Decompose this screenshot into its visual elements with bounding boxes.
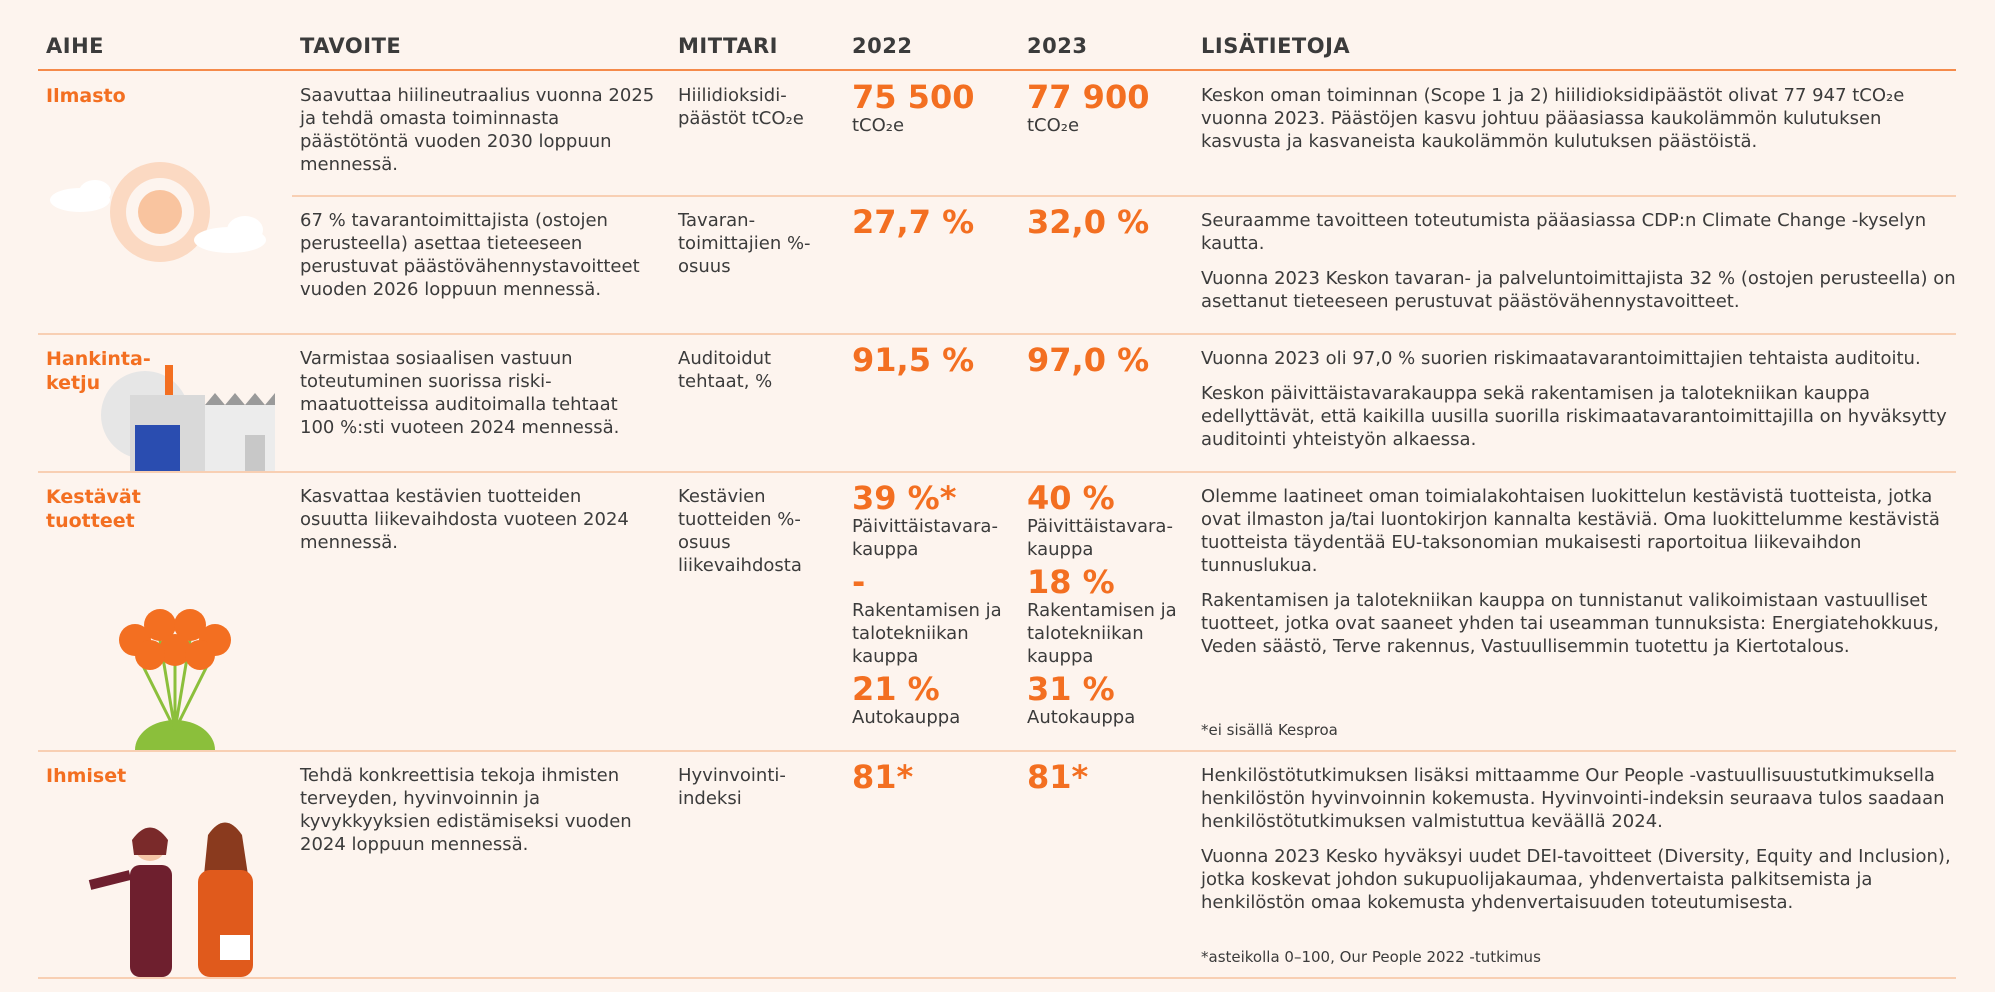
column-header: 2023 xyxy=(1027,34,1087,58)
footnote: *ei sisällä Kesproa xyxy=(1201,720,1956,750)
column-header: LISÄTIETOJA xyxy=(1201,34,1350,58)
goal: Varmistaa sosiaalisen vastuun toteutumin… xyxy=(300,347,655,439)
separator xyxy=(38,333,1956,335)
value: 97,0 % xyxy=(1027,343,1192,377)
year-cell: 40 %Päivittäistavara-kauppa 18 %Rakentami… xyxy=(1027,481,1192,733)
info-paragraph: Rakentamisen ja talotekniikan kauppa on … xyxy=(1201,589,1956,658)
year-cell: 97,0 % xyxy=(1027,343,1192,377)
value: 39 %* xyxy=(852,481,1017,515)
year-cell: 32,0 % xyxy=(1027,205,1192,239)
info-cell: Olemme laatineet oman toimialakohtaisen … xyxy=(1201,485,1956,750)
value-label: tCO₂e xyxy=(852,114,1017,137)
info-cell: Vuonna 2023 oli 97,0 % suorien riskimaat… xyxy=(1201,347,1956,471)
value: 77 900 xyxy=(1027,80,1192,114)
people-illustration xyxy=(80,815,280,977)
goal: Tehdä konkreettisia tekoja ihmisten terv… xyxy=(300,764,655,856)
value: 21 % xyxy=(852,672,1017,706)
metric: Auditoidut tehtaat, % xyxy=(678,347,828,393)
column-header: AIHE xyxy=(46,34,104,58)
value: 75 500 xyxy=(852,80,1017,114)
separator xyxy=(38,69,1956,71)
year-cell: 91,5 % xyxy=(852,343,1017,377)
year-cell: 27,7 % xyxy=(852,205,1017,239)
value-label: Rakentamisen ja talotekniikan kauppa xyxy=(852,599,1017,668)
goal: 67 % tavarantoimittajista (ostojen perus… xyxy=(300,209,655,301)
info-cell: Henkilöstötutkimuksen lisäksi mittaamme … xyxy=(1201,764,1956,977)
column-header: TAVOITE xyxy=(300,34,401,58)
metric: Kestävien tuotteiden %-osuus liikevaihdo… xyxy=(678,485,828,577)
value: 31 % xyxy=(1027,672,1192,706)
value: 81* xyxy=(852,760,1017,794)
value-label: Rakentamisen ja talotekniikan kauppa xyxy=(1027,599,1192,668)
value-label: tCO₂e xyxy=(1027,114,1192,137)
goal: Saavuttaa hiilineutraalius vuonna 2025 j… xyxy=(300,84,655,176)
info-paragraph: Keskon päivittäistavarakauppa sekä raken… xyxy=(1201,382,1956,451)
value: 27,7 % xyxy=(852,205,1017,239)
year-cell: 81* xyxy=(852,760,1017,794)
info-cell: Seuraamme tavoitteen toteutumista pääasi… xyxy=(1201,209,1956,333)
value-label: Päivittäistavara-kauppa xyxy=(1027,515,1192,561)
info-cell: Keskon oman toiminnan (Scope 1 ja 2) hii… xyxy=(1201,84,1956,195)
metric: Hyvinvointi-indeksi xyxy=(678,764,828,810)
topic: Kestävät tuotteet xyxy=(46,485,146,533)
value: 81* xyxy=(1027,760,1192,794)
value-label: Autokauppa xyxy=(852,706,1017,729)
topic: Ilmasto xyxy=(46,84,146,108)
value: 18 % xyxy=(1027,565,1192,599)
column-header: MITTARI xyxy=(678,34,778,58)
metric: Hiilidioksidi-päästöt tCO₂e xyxy=(678,84,828,130)
value: - xyxy=(852,565,1017,599)
info-paragraph: Vuonna 2023 oli 97,0 % suorien riskimaat… xyxy=(1201,347,1956,370)
info-paragraph: Olemme laatineet oman toimialakohtaisen … xyxy=(1201,485,1956,577)
info-paragraph: Henkilöstötutkimuksen lisäksi mittaamme … xyxy=(1201,764,1956,833)
separator xyxy=(292,195,1956,197)
sun-illustration xyxy=(40,150,280,280)
topic: Hankinta-ketju xyxy=(46,347,146,395)
value: 91,5 % xyxy=(852,343,1017,377)
footnote: *asteikolla 0–100, Our People 2022 -tutk… xyxy=(1201,947,1956,977)
year-cell: 81* xyxy=(1027,760,1192,794)
value-label: Päivittäistavara-kauppa xyxy=(852,515,1017,561)
info-paragraph: Vuonna 2023 Kesko hyväksyi uudet DEI-tav… xyxy=(1201,845,1956,914)
separator xyxy=(38,977,1956,979)
topic: Ihmiset xyxy=(46,764,146,788)
metric: Tavaran-toimittajien %-osuus xyxy=(678,209,828,278)
info-paragraph: Keskon oman toiminnan (Scope 1 ja 2) hii… xyxy=(1201,84,1956,153)
info-paragraph: Seuraamme tavoitteen toteutumista pääasi… xyxy=(1201,209,1956,255)
value: 40 % xyxy=(1027,481,1192,515)
column-header: 2022 xyxy=(852,34,912,58)
separator xyxy=(38,750,1956,752)
value: 32,0 % xyxy=(1027,205,1192,239)
year-cell: 39 %*Päivittäistavara-kauppa -Rakentamise… xyxy=(852,481,1017,733)
flowers-illustration xyxy=(105,600,245,750)
value-label: Autokauppa xyxy=(1027,706,1192,729)
page: AIHE TAVOITE MITTARI 2022 2023 LISÄTIETOJA Ilm… xyxy=(0,0,1995,992)
goal: Kasvattaa kestävien tuotteiden osuutta l… xyxy=(300,485,655,554)
info-paragraph: Vuonna 2023 Keskon tavaran- ja palvelunt… xyxy=(1201,267,1956,313)
separator xyxy=(38,471,1956,473)
